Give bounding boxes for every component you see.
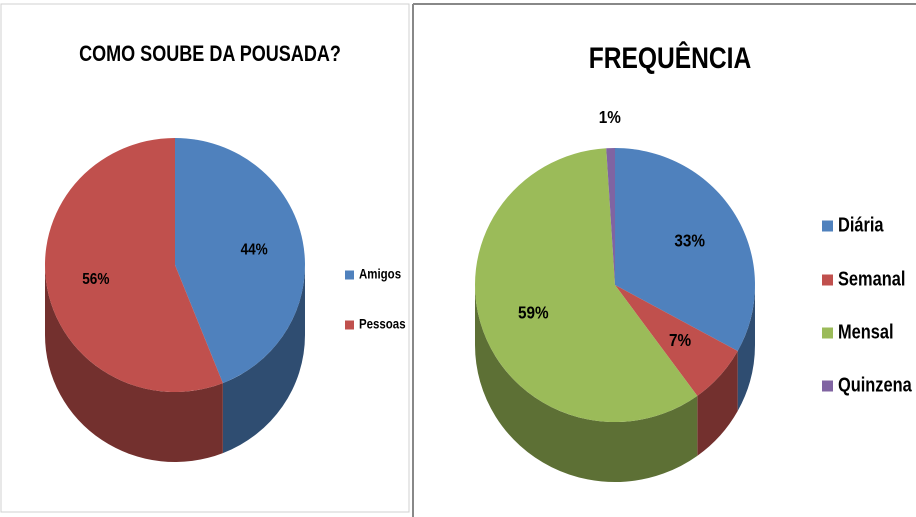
data-label: 56% [82, 271, 109, 288]
panel-left [0, 3, 410, 513]
legend-label: Mensal [838, 320, 894, 343]
legend-swatch [345, 320, 354, 330]
legend-label: Semanal [838, 267, 905, 290]
chart-title: COMO SOUBE DA POUSADA? [79, 42, 341, 66]
pie-side [475, 285, 698, 482]
pie-slice [475, 148, 698, 423]
pie-side [737, 285, 755, 412]
data-label: 44% [241, 242, 268, 259]
pie-side [697, 351, 738, 456]
legend-swatch [822, 274, 833, 286]
pie-slice [44, 138, 223, 392]
pie-slice [615, 285, 738, 396]
legend-label: Quinzena [838, 373, 912, 396]
data-label: 7% [669, 330, 691, 350]
pie-slice [606, 148, 615, 285]
data-label: 1% [599, 107, 621, 127]
legend-label: Pessoas [359, 316, 406, 332]
legend-label: Amigos [359, 266, 401, 282]
pie-side [222, 265, 305, 454]
chart-title: FREQUÊNCIA [589, 41, 752, 75]
legend-swatch [822, 220, 833, 232]
legend-swatch [345, 270, 354, 280]
pie-side [45, 265, 223, 462]
legend-swatch [822, 327, 833, 339]
data-label: 59% [518, 302, 549, 322]
legend-swatch [822, 380, 833, 392]
legend-label: Diária [838, 213, 884, 236]
pie-slice [615, 148, 755, 352]
pie-slice [175, 138, 305, 384]
data-label: 33% [674, 230, 705, 250]
